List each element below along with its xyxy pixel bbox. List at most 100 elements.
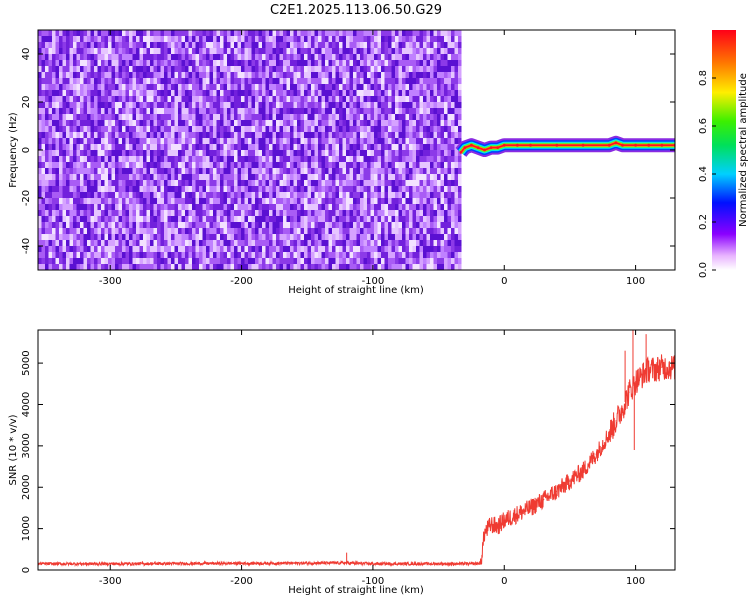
spectrogram-cell (367, 162, 371, 168)
spectrogram-cell (52, 132, 56, 138)
spectrogram-cell (48, 90, 52, 96)
spectrogram-cell (307, 240, 311, 246)
spectrogram-cell (146, 120, 150, 126)
spectrogram-cell (209, 78, 213, 84)
spectrogram-cell (356, 234, 360, 240)
spectrogram-cell (192, 114, 196, 120)
spectrogram-cell (353, 108, 357, 114)
spectrogram-cell (444, 180, 448, 186)
spectrogram-cell (108, 156, 112, 162)
spectrogram-cell (129, 258, 133, 264)
spectrogram-cell (269, 186, 273, 192)
spectrogram-cell (328, 108, 332, 114)
spectrogram-cell (157, 174, 161, 180)
spectrogram-cell (115, 108, 119, 114)
spectrogram-cell (440, 66, 444, 72)
spectrogram-cell (423, 114, 427, 120)
spectrogram-cell (97, 210, 101, 216)
spectrogram-cell (286, 156, 290, 162)
spectrogram-cell (136, 222, 140, 228)
spectrogram-cell (423, 66, 427, 72)
spectrogram-cell (202, 90, 206, 96)
spectrogram-cell (325, 168, 329, 174)
spectrogram-cell (349, 66, 353, 72)
spectrogram-cell (276, 174, 280, 180)
spectrogram-cell (66, 240, 70, 246)
spectrogram-cell (276, 252, 280, 258)
spectrogram-cell (409, 192, 413, 198)
spectrogram-cell (402, 162, 406, 168)
spectrogram-cell (405, 114, 409, 120)
spectrogram-cell (325, 246, 329, 252)
spectrogram-cell (59, 120, 63, 126)
spectrogram-cell (178, 150, 182, 156)
spectrogram-cell (405, 66, 409, 72)
spectrogram-cell (136, 144, 140, 150)
spectrogram-cell (311, 150, 315, 156)
spectrogram-cell (433, 132, 437, 138)
spectrogram-cell (458, 210, 462, 216)
spectrogram-cell (195, 204, 199, 210)
spectrogram-cell (318, 198, 322, 204)
spectrogram-cell (185, 96, 189, 102)
spectrogram-cell (132, 138, 136, 144)
spectrogram-cell (216, 90, 220, 96)
spectrogram-cell (234, 216, 238, 222)
spectrogram-cell (230, 186, 234, 192)
spectrogram-cell (143, 222, 147, 228)
spectrogram-cell (444, 138, 448, 144)
spectrogram-cell (143, 240, 147, 246)
spectrogram-cell (223, 54, 227, 60)
spectrogram-cell (153, 108, 157, 114)
spectrogram-cell (146, 264, 150, 270)
spectrogram-cell (363, 222, 367, 228)
spectrogram-cell (69, 144, 73, 150)
spectrogram-cell (251, 204, 255, 210)
spectrogram-cell (321, 198, 325, 204)
spectrogram-cell (80, 126, 84, 132)
spectrogram-cell (66, 252, 70, 258)
spectrogram-cell (437, 120, 441, 126)
spectrogram-cell (451, 90, 455, 96)
spectrogram-cell (286, 180, 290, 186)
spectrogram-cell (209, 84, 213, 90)
spectrogram-cell (66, 264, 70, 270)
spectrogram-cell (356, 228, 360, 234)
spectrogram-cell (430, 84, 434, 90)
spectrogram-cell (437, 30, 441, 36)
spectrogram-cell (87, 198, 91, 204)
spectrogram-cell (423, 252, 427, 258)
spectrogram-cell (416, 36, 420, 42)
spectrogram-cell (111, 84, 115, 90)
spectrogram-cell (251, 168, 255, 174)
spectrogram-cell (118, 246, 122, 252)
spectrogram-cell (353, 168, 357, 174)
spectrogram-cell (444, 84, 448, 90)
spectrogram-cell (297, 60, 301, 66)
spectrogram-cell (377, 156, 381, 162)
spectrogram-cell (349, 126, 353, 132)
spectrogram-cell (437, 216, 441, 222)
spectrogram-cell (157, 66, 161, 72)
spectrogram-cell (192, 174, 196, 180)
spectrogram-cell (454, 114, 458, 120)
spectrogram-cell (297, 42, 301, 48)
spectrogram-cell (160, 192, 164, 198)
spectrogram-cell (185, 36, 189, 42)
spectrogram-cell (90, 144, 94, 150)
spectrogram-cell (437, 174, 441, 180)
spectrogram-cell (307, 210, 311, 216)
spectrogram-cell (402, 138, 406, 144)
spectrogram-cell (69, 138, 73, 144)
spectrogram-cell (374, 246, 378, 252)
spectrogram-cell (276, 114, 280, 120)
spectrogram-cell (419, 78, 423, 84)
spectrogram-cell (360, 198, 364, 204)
spectrogram-cell (346, 234, 350, 240)
spectrogram-cell (181, 144, 185, 150)
spectrogram-cell (160, 162, 164, 168)
spectrogram-cell (87, 78, 91, 84)
spectrogram-cell (97, 54, 101, 60)
spectrogram-cell (451, 138, 455, 144)
spectrogram-cell (412, 198, 416, 204)
